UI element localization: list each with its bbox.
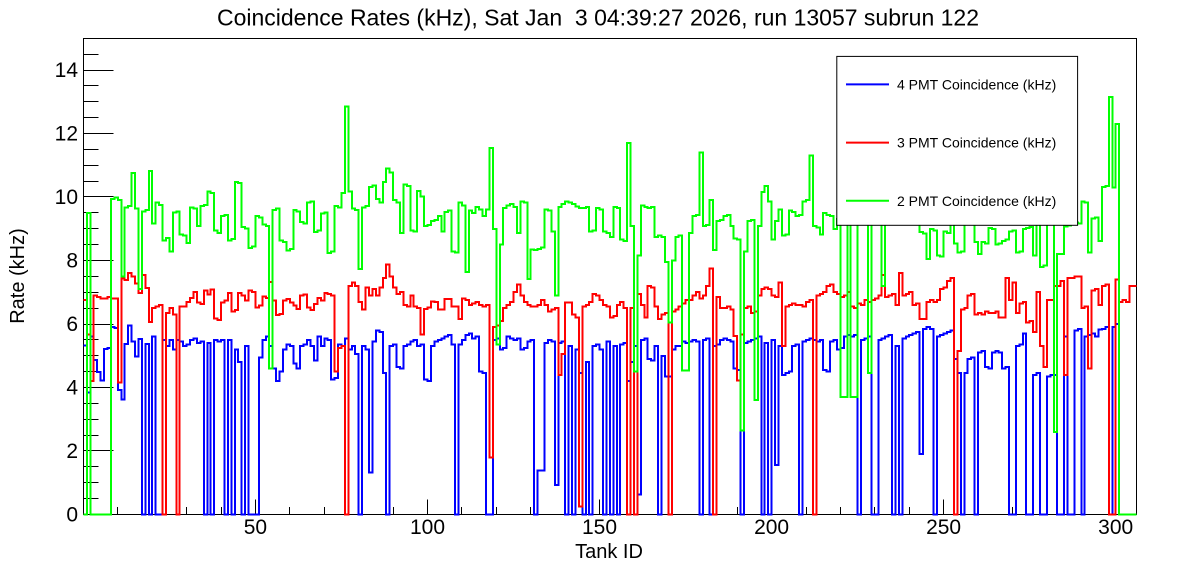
svg-text:Tank ID: Tank ID <box>575 541 643 563</box>
svg-text:50: 50 <box>244 516 267 539</box>
svg-text:8: 8 <box>66 250 78 273</box>
svg-text:2 PMT Coincidence (kHz): 2 PMT Coincidence (kHz) <box>897 193 1056 209</box>
svg-text:0: 0 <box>66 504 78 527</box>
svg-text:12: 12 <box>55 123 78 146</box>
svg-text:2: 2 <box>66 440 78 463</box>
svg-text:14: 14 <box>55 59 79 82</box>
svg-text:Coincidence Rates (kHz), Sat J: Coincidence Rates (kHz), Sat Jan 3 04:39… <box>217 5 979 31</box>
svg-text:10: 10 <box>55 186 78 209</box>
svg-text:6: 6 <box>66 313 78 336</box>
svg-text:250: 250 <box>926 516 961 539</box>
svg-text:3 PMT Coincidence (kHz): 3 PMT Coincidence (kHz) <box>897 135 1056 151</box>
svg-text:4 PMT Coincidence (kHz): 4 PMT Coincidence (kHz) <box>897 76 1056 92</box>
svg-text:300: 300 <box>1098 516 1133 539</box>
svg-text:200: 200 <box>754 516 789 539</box>
svg-text:Rate (kHz): Rate (kHz) <box>7 228 29 324</box>
svg-text:150: 150 <box>582 516 617 539</box>
svg-text:100: 100 <box>410 516 445 539</box>
svg-text:4: 4 <box>66 377 78 400</box>
